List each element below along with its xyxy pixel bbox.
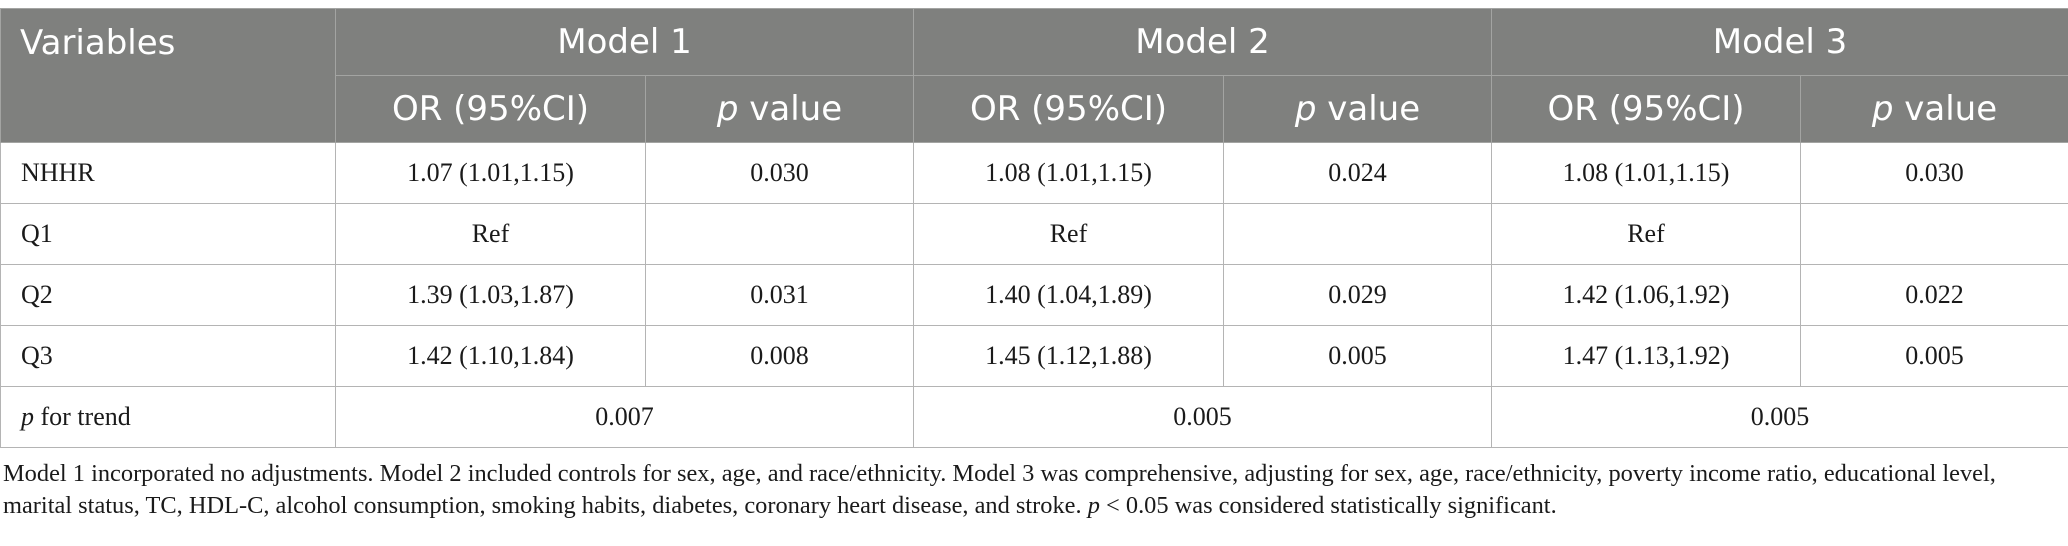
table-cell: 1.47 (1.13,1.92): [1491, 325, 1801, 387]
header-row-metrics: OR (95%CI) p value OR (95%CI) p value OR…: [1, 75, 2068, 143]
header-model-1: Model 1: [335, 8, 914, 76]
header-or-ci: OR (95%CI): [1491, 75, 1801, 143]
table-cell: 1.45 (1.12,1.88): [913, 325, 1224, 387]
trend-label: p for trend: [0, 386, 336, 448]
table-cell: 1.40 (1.04,1.89): [913, 264, 1224, 326]
header-model-3: Model 3: [1491, 8, 2068, 76]
table-footnote: Model 1 incorporated no adjustments. Mod…: [3, 460, 1996, 519]
table-cell: Ref: [335, 203, 646, 265]
trend-value-model-2: 0.005: [913, 386, 1492, 448]
results-table-container: Variables Model 1 Model 2 Model 3 OR (95…: [0, 8, 2068, 448]
table-cell: 0.005: [1800, 325, 2068, 387]
header-p-value: p value: [1800, 75, 2068, 143]
table-cell: 1.42 (1.10,1.84): [335, 325, 646, 387]
row-label: Q2: [0, 264, 336, 326]
table-cell: [1223, 203, 1492, 265]
table-cell: [645, 203, 914, 265]
header-variables: Variables: [0, 8, 336, 143]
table-cell: 0.030: [1800, 142, 2068, 204]
header-model-2: Model 2: [913, 8, 1492, 76]
table-cell: 1.08 (1.01,1.15): [1491, 142, 1801, 204]
trend-row: p for trend 0.007 0.005 0.005: [0, 386, 2068, 448]
table-cell: [1800, 203, 2068, 265]
table-row: Q2 1.39 (1.03,1.87) 0.031 1.40 (1.04,1.8…: [0, 264, 2068, 326]
table-row: Q3 1.42 (1.10,1.84) 0.008 1.45 (1.12,1.8…: [0, 325, 2068, 387]
header-p-value: p value: [645, 75, 914, 143]
row-label: Q1: [0, 203, 336, 265]
table-row: NHHR 1.07 (1.01,1.15) 0.030 1.08 (1.01,1…: [0, 142, 2068, 204]
table-cell: 1.42 (1.06,1.92): [1491, 264, 1801, 326]
table-cell: 0.024: [1223, 142, 1492, 204]
table-cell: 0.031: [645, 264, 914, 326]
table-row: Q1 Ref Ref Ref: [0, 203, 2068, 265]
results-table: Variables Model 1 Model 2 Model 3 OR (95…: [0, 8, 2068, 448]
table-cell: 0.030: [645, 142, 914, 204]
table-cell: 1.07 (1.01,1.15): [335, 142, 646, 204]
table-cell: 0.005: [1223, 325, 1492, 387]
table-cell: 0.029: [1223, 264, 1492, 326]
table-cell: 0.008: [645, 325, 914, 387]
table-cell: 1.08 (1.01,1.15): [913, 142, 1224, 204]
row-label: Q3: [0, 325, 336, 387]
header-or-ci: OR (95%CI): [913, 75, 1224, 143]
header-row-models: Variables Model 1 Model 2 Model 3: [0, 8, 2068, 143]
row-label: NHHR: [0, 142, 336, 204]
table-cell: 1.39 (1.03,1.87): [335, 264, 646, 326]
table-cell: 0.022: [1800, 264, 2068, 326]
trend-value-model-1: 0.007: [335, 386, 914, 448]
trend-value-model-3: 0.005: [1491, 386, 2068, 448]
table-cell: Ref: [1491, 203, 1801, 265]
header-or-ci: OR (95%CI): [335, 75, 646, 143]
table-cell: Ref: [913, 203, 1224, 265]
header-p-value: p value: [1223, 75, 1492, 143]
